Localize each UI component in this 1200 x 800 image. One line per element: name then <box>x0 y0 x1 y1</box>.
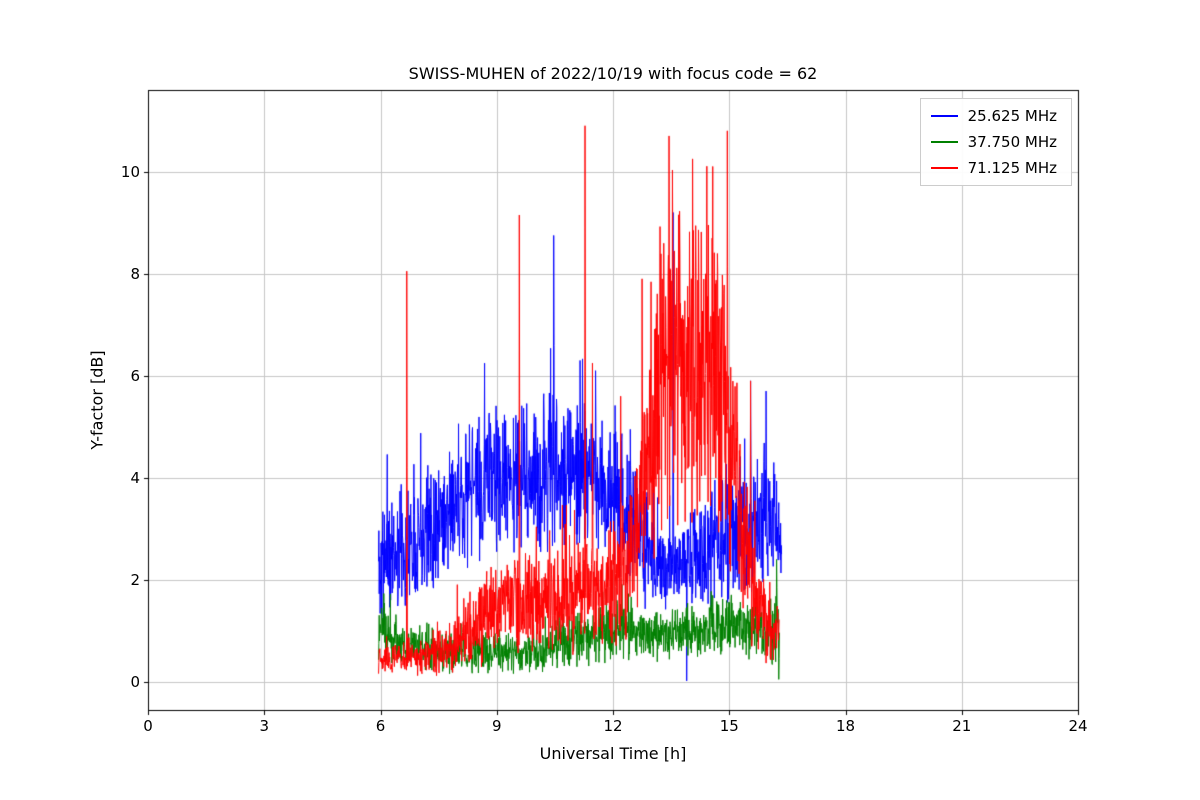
x-axis-label: Universal Time [h] <box>539 744 687 763</box>
x-tick-label: 3 <box>259 717 270 735</box>
legend-label: 37.750 MHz <box>967 133 1057 151</box>
x-tick-label: 21 <box>952 717 972 735</box>
y-axis-label: Y-factor [dB] <box>87 350 107 450</box>
x-tick-label: 15 <box>719 717 739 735</box>
y-tick-label: 8 <box>130 264 140 283</box>
legend-line-swatch <box>930 141 958 143</box>
legend-item: 25.625 MHz <box>930 107 1057 125</box>
legend-label: 71.125 MHz <box>967 159 1057 177</box>
y-tick-label: 0 <box>130 672 140 691</box>
legend-line-swatch <box>930 115 958 117</box>
x-tick-label: 18 <box>835 717 856 735</box>
y-tick-label: 4 <box>130 468 140 487</box>
y-tick-label: 2 <box>130 570 140 589</box>
x-tick-label: 9 <box>491 717 502 735</box>
legend-label: 25.625 MHz <box>967 107 1057 125</box>
legend-line-swatch <box>930 167 958 169</box>
legend-item: 71.125 MHz <box>930 159 1057 177</box>
x-tick-label: 24 <box>1068 717 1088 735</box>
x-tick-label: 6 <box>375 717 386 735</box>
chart-title: SWISS-MUHEN of 2022/10/19 with focus cod… <box>408 64 818 83</box>
y-tick-label: 10 <box>120 162 140 181</box>
x-tick-label: 12 <box>603 717 623 735</box>
legend: 25.625 MHz 37.750 MHz 71.125 MHz <box>919 98 1072 186</box>
x-tick-label: 0 <box>143 717 153 735</box>
y-tick-label: 6 <box>130 366 140 385</box>
legend-item: 37.750 MHz <box>930 133 1057 151</box>
